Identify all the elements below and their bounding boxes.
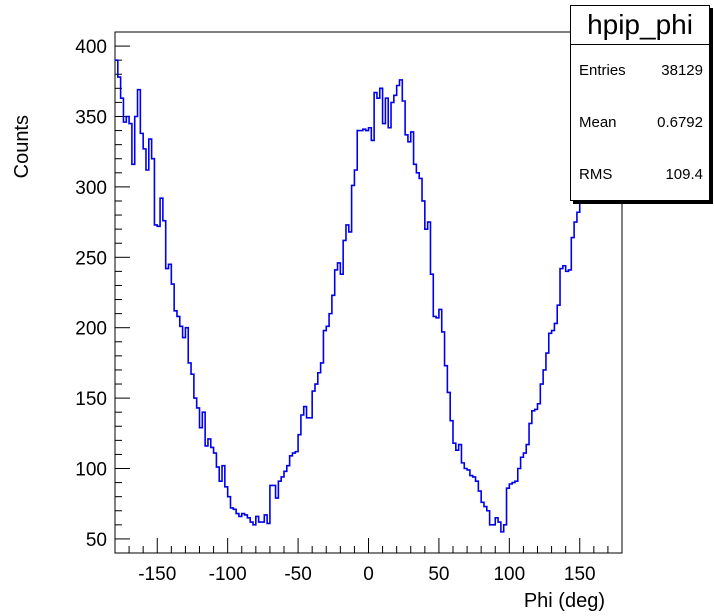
stats-rms-label: RMS bbox=[579, 166, 613, 183]
stats-rms-value: 109.4 bbox=[665, 166, 703, 183]
x-tick-label: 150 bbox=[564, 564, 596, 585]
histogram-series-line bbox=[115, 59, 600, 533]
y-tick-label: 50 bbox=[86, 530, 107, 551]
y-tick-label: 150 bbox=[75, 389, 107, 410]
x-tick-label: 100 bbox=[493, 564, 525, 585]
y-axis-title: Counts bbox=[11, 115, 33, 178]
y-tick-label: 100 bbox=[75, 460, 107, 481]
x-tick-label: -50 bbox=[284, 564, 311, 585]
x-tick-label: -150 bbox=[138, 564, 176, 585]
stats-mean-row: Mean 0.6792 bbox=[571, 97, 709, 149]
y-tick-label: 250 bbox=[75, 248, 107, 269]
plot-frame bbox=[114, 31, 623, 554]
x-axis-title: Phi (deg) bbox=[524, 590, 605, 612]
stats-box: hpip_phi Entries 38129 Mean 0.6792 RMS 1… bbox=[570, 5, 710, 201]
stats-entries-value: 38129 bbox=[661, 62, 703, 79]
stats-entries-row: Entries 38129 bbox=[571, 45, 709, 97]
y-tick-label: 350 bbox=[75, 107, 107, 128]
y-tick-label: 300 bbox=[75, 178, 107, 199]
y-tick-label: 200 bbox=[75, 319, 107, 340]
stats-mean-value: 0.6792 bbox=[657, 114, 703, 131]
x-tick-label: -100 bbox=[209, 564, 247, 585]
x-tick-label: 50 bbox=[428, 564, 449, 585]
x-axis: -150 -100 -50 0 50 100 150 bbox=[128, 538, 609, 585]
x-tick-label: 0 bbox=[363, 564, 374, 585]
y-axis: 50 100 150 200 250 300 350 400 bbox=[75, 31, 130, 554]
stats-rms-row: RMS 109.4 bbox=[571, 149, 709, 201]
stats-mean-label: Mean bbox=[579, 114, 617, 131]
stats-title: hpip_phi bbox=[571, 6, 709, 45]
stats-entries-label: Entries bbox=[579, 62, 626, 79]
y-tick-label: 400 bbox=[75, 37, 107, 58]
